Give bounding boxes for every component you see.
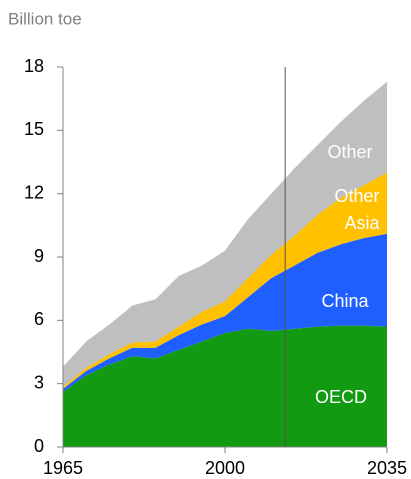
- y-tick-label: 3: [34, 372, 44, 392]
- area: [63, 172, 387, 389]
- x-tick-label: 2000: [205, 458, 245, 478]
- y-tick-label: 12: [24, 182, 44, 202]
- y-tick-label: 18: [24, 56, 44, 76]
- chart-title: Billion toe: [8, 9, 82, 28]
- series-label: Other Asia: [334, 186, 380, 233]
- series-label: OECD: [315, 387, 367, 407]
- area: [63, 233, 387, 393]
- x-tick-label: 1965: [43, 458, 83, 478]
- area: [63, 325, 387, 447]
- y-tick-label: 15: [24, 119, 44, 139]
- y-tick-label: 0: [34, 436, 44, 456]
- area: [63, 81, 387, 387]
- series-label: China: [321, 291, 369, 311]
- series-label: Other: [327, 142, 372, 162]
- y-tick-label: 9: [34, 246, 44, 266]
- y-tick-label: 6: [34, 309, 44, 329]
- x-tick-label: 2035: [367, 458, 407, 478]
